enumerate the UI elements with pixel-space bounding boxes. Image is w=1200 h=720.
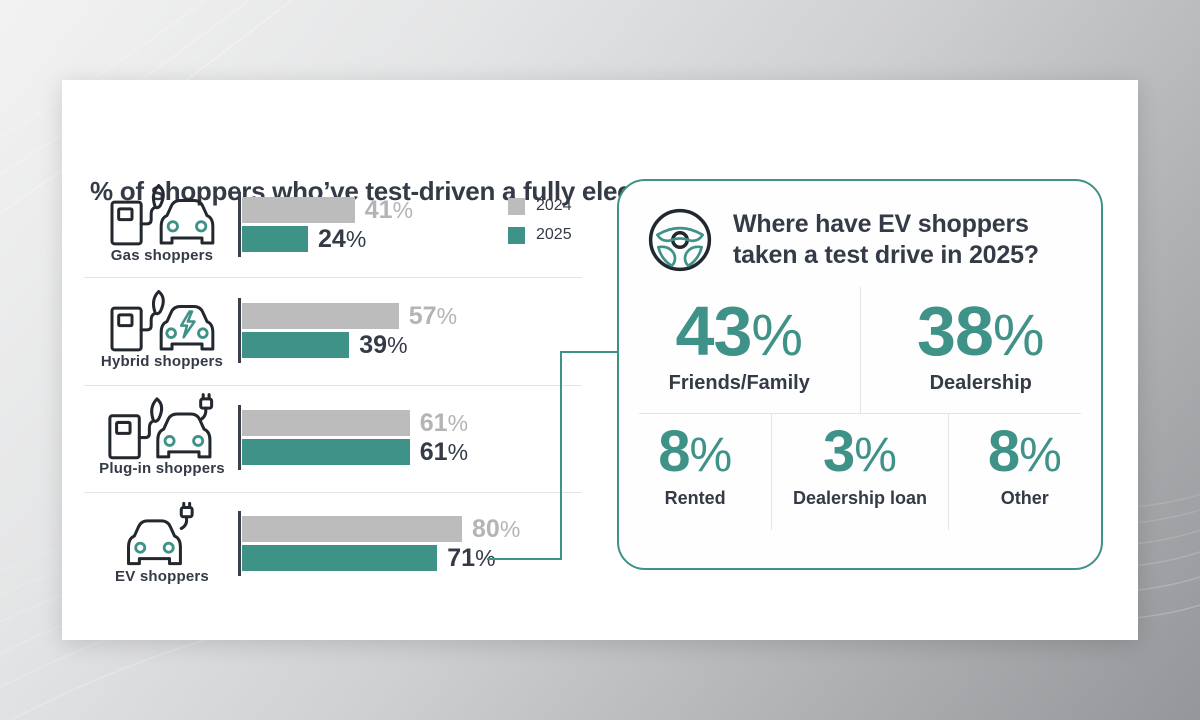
bar-2025-gas xyxy=(242,226,308,252)
bar-value-2025-plug-in: 61% xyxy=(419,437,469,466)
legend-swatch-2024 xyxy=(508,197,525,215)
stat-value-friends-family: 43% xyxy=(675,292,803,370)
connector-line-horizontal-bottom xyxy=(487,558,562,560)
bar-2024-plug-in xyxy=(242,410,410,436)
vertical-divider xyxy=(771,414,773,530)
stat-dealership-loan: 3% Dealership loan xyxy=(772,414,947,530)
stat-value-dealership-loan: 3% xyxy=(823,419,897,484)
bar-2024-hybrid xyxy=(242,303,399,329)
infographic-card: % of shoppers who’ve test-driven a fully… xyxy=(62,80,1138,640)
axis-line xyxy=(238,405,241,470)
bar-value-2024-hybrid: 57% xyxy=(408,301,458,330)
stat-value-other: 8% xyxy=(987,419,1062,484)
stat-friends-family: 43% Friends/Family xyxy=(619,287,860,413)
bar-value-2024-gas: 41% xyxy=(364,195,414,224)
callout-stats-bottom-row: 8% Rented 3% Dealership loan 8% Other xyxy=(619,414,1101,530)
axis-line xyxy=(238,192,241,257)
bar-value-2024-ev: 80% xyxy=(472,514,521,543)
bar-2024-gas xyxy=(242,197,355,223)
connector-line-horizontal-top xyxy=(560,351,617,353)
gas-pump-and-car-icon xyxy=(97,183,227,253)
stat-value-dealership: 38% xyxy=(917,292,1045,370)
stat-label-dealership-loan: Dealership loan xyxy=(792,488,928,508)
stat-value-rented: 8% xyxy=(658,419,733,484)
bar-2025-ev xyxy=(242,545,438,571)
legend: 2024 2025 xyxy=(508,197,572,255)
callout-heading-line2: taken a test drive in 2025? xyxy=(733,241,1039,269)
connector-line-vertical xyxy=(560,351,562,560)
bar-2025-hybrid xyxy=(242,332,350,358)
bar-value-2025-gas: 24% xyxy=(318,224,367,253)
stat-label-other: Other xyxy=(1000,488,1049,508)
row-label-hybrid-shoppers: Hybrid shoppers xyxy=(100,353,224,370)
row-divider xyxy=(84,277,582,278)
row-label-ev-shoppers: EV shoppers xyxy=(115,568,209,585)
bar-2024-ev xyxy=(242,516,462,542)
row-divider xyxy=(84,492,582,493)
vertical-divider xyxy=(947,414,949,530)
ev-car-with-plug-icon xyxy=(97,500,227,572)
callout-header: Where have EV shoppers taken a test driv… xyxy=(619,181,1101,273)
axis-line xyxy=(238,511,241,576)
callout-heading-line1: Where have EV shoppers xyxy=(733,210,1029,238)
callout-stats-top-row: 43% Friends/Family 38% Dealership xyxy=(619,287,1101,413)
bar-value-2025-hybrid: 39% xyxy=(359,330,408,359)
gas-pump-and-hybrid-car-icon xyxy=(97,289,227,359)
stat-other: 8% Other xyxy=(949,414,1101,530)
row-divider xyxy=(84,385,582,386)
stat-label-dealership: Dealership xyxy=(929,372,1032,394)
bar-value-2024-plug-in: 61% xyxy=(419,408,469,437)
legend-item-2025: 2025 xyxy=(508,226,572,244)
legend-swatch-2025 xyxy=(508,226,525,244)
row-label-gas-shoppers: Gas shoppers xyxy=(110,247,214,264)
row-label-plug-in-shoppers: Plug-in shoppers xyxy=(99,460,225,477)
bar-2025-plug-in xyxy=(242,439,410,465)
axis-line xyxy=(238,298,241,363)
stat-rented: 8% Rented xyxy=(619,414,771,530)
bar-value-2025-ev: 71% xyxy=(447,543,496,572)
callout-heading: Where have EV shoppers taken a test driv… xyxy=(733,209,1039,271)
stat-label-rented: Rented xyxy=(664,488,726,508)
legend-item-2024: 2024 xyxy=(508,197,572,215)
gas-pump-and-plug-in-car-icon xyxy=(97,393,227,467)
vertical-divider xyxy=(859,287,861,413)
callout-box: Where have EV shoppers taken a test driv… xyxy=(617,179,1103,570)
stat-dealership: 38% Dealership xyxy=(861,287,1102,413)
horizontal-divider xyxy=(639,413,1081,414)
stat-label-friends-family: Friends/Family xyxy=(668,372,810,394)
steering-wheel-icon xyxy=(648,208,712,272)
legend-label-2024: 2024 xyxy=(536,197,572,214)
legend-label-2025: 2025 xyxy=(536,226,572,243)
